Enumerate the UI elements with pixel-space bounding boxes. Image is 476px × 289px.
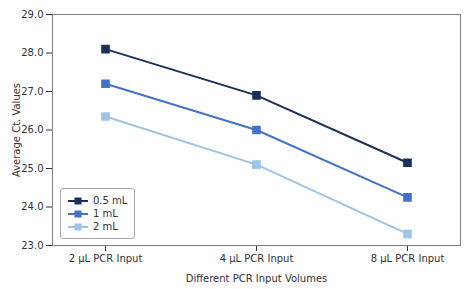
html-text:1 mL: 1 mL bbox=[93, 208, 118, 219]
svg-text:23.0: 23.0 bbox=[21, 240, 43, 251]
svg-text:Average Ct. Values: Average Ct. Values bbox=[11, 83, 22, 177]
svg-text:4 μL PCR Input: 4 μL PCR Input bbox=[220, 253, 294, 264]
svg-text:26.0: 26.0 bbox=[21, 124, 43, 135]
svg-text:Different PCR Input Volumes: Different PCR Input Volumes bbox=[186, 273, 328, 284]
html-text:2 mL: 2 mL bbox=[93, 221, 118, 232]
svg-text:28.0: 28.0 bbox=[21, 47, 43, 58]
svg-text:27.0: 27.0 bbox=[21, 86, 43, 97]
html-text:0.5 mL: 0.5 mL bbox=[93, 195, 128, 206]
svg-text:24.0: 24.0 bbox=[21, 201, 43, 212]
svg-text:8 μL PCR Input: 8 μL PCR Input bbox=[371, 253, 445, 264]
svg-text:2 μL PCR Input: 2 μL PCR Input bbox=[69, 253, 143, 264]
svg-text:25.0: 25.0 bbox=[21, 163, 43, 174]
svg-text:29.0: 29.0 bbox=[21, 9, 43, 20]
